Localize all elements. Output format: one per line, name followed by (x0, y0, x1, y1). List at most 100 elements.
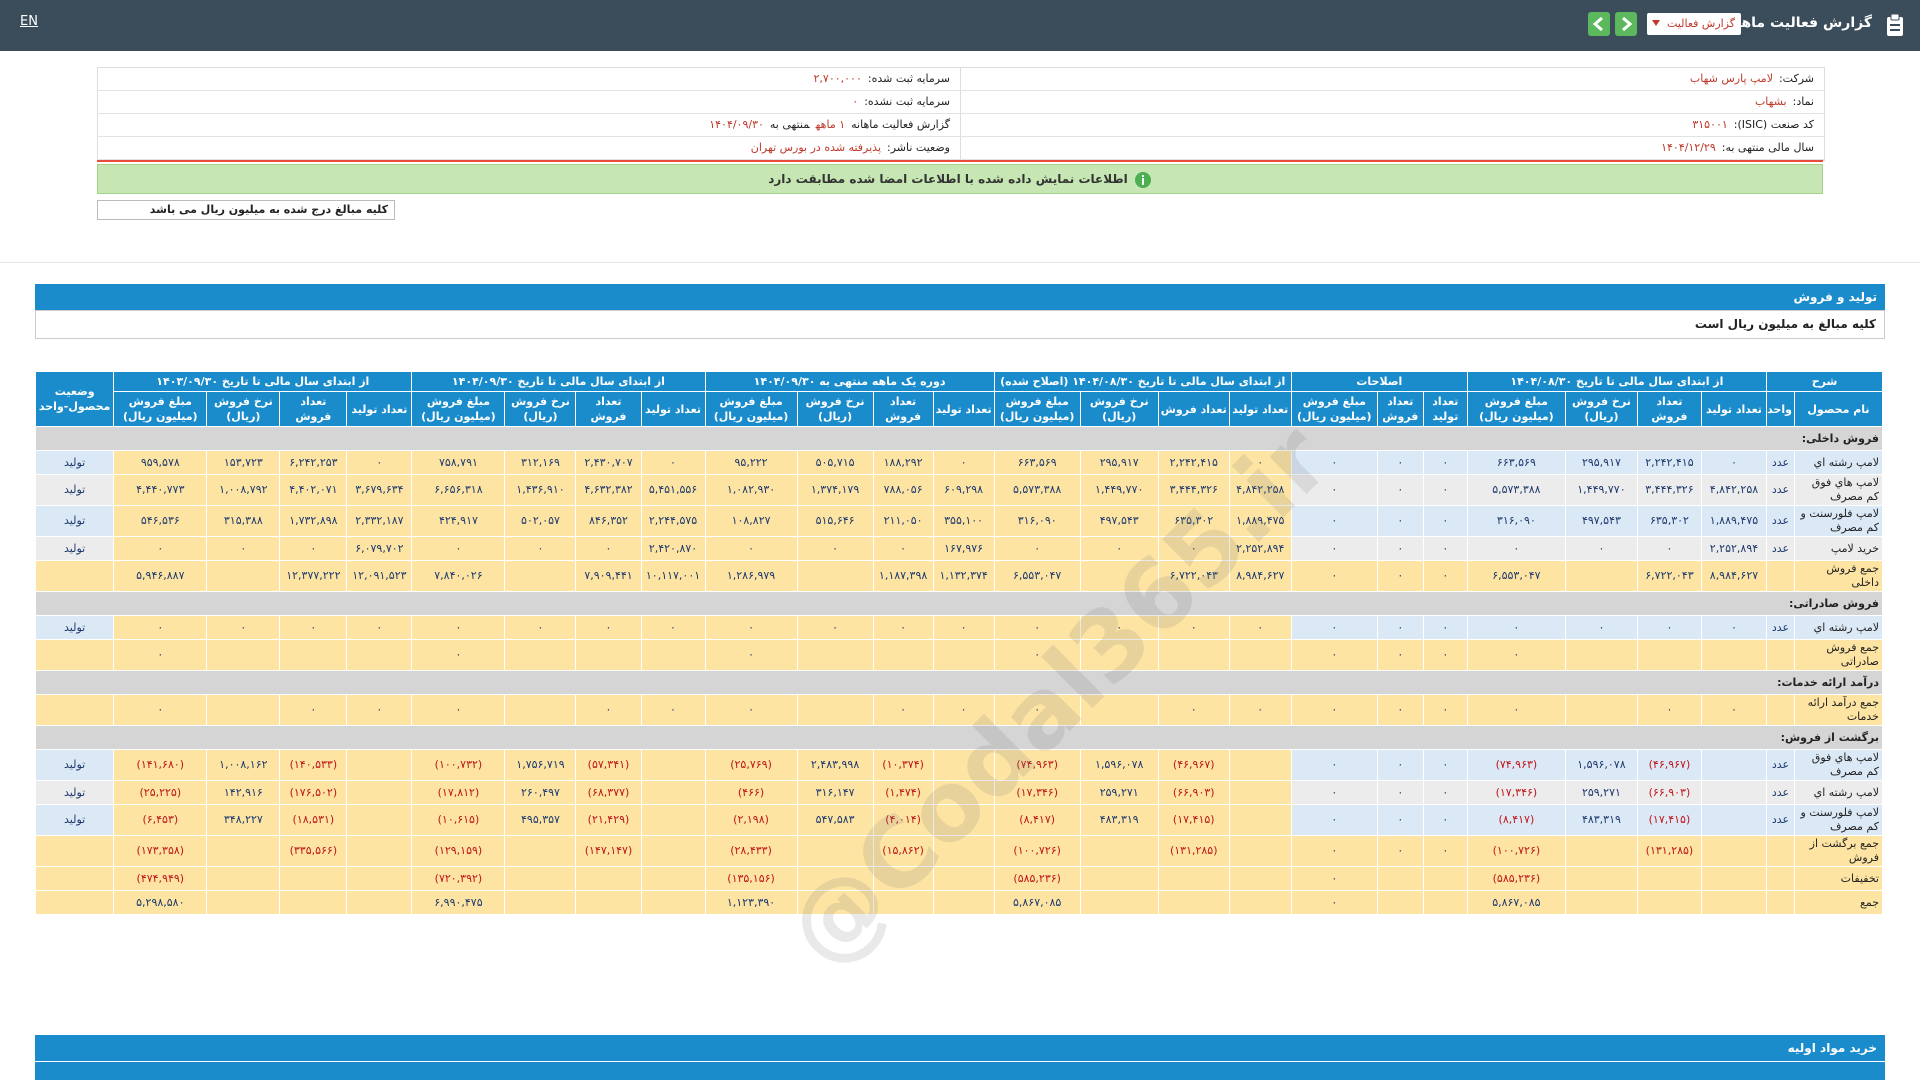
cell: ۰ (705, 616, 797, 640)
cell: ۳,۶۷۹,۶۳۴ (347, 475, 412, 506)
cell (1701, 781, 1766, 805)
cell (1229, 640, 1291, 671)
cell (641, 805, 705, 836)
cell: ۰ (1423, 537, 1467, 561)
cell: (۴۶۶) (705, 781, 797, 805)
cell: ۰ (1565, 537, 1637, 561)
cell: ۶,۲۴۲,۲۵۳ (280, 451, 347, 475)
cell: ۱,۴۴۹,۷۷۰ (1080, 475, 1158, 506)
next-button[interactable] (1615, 12, 1637, 36)
cell: ۰ (1080, 537, 1158, 561)
cell: عدد (1766, 616, 1794, 640)
row-label: لامپ هاي فوق کم مصرف (1794, 475, 1882, 506)
cell: ۰ (873, 537, 933, 561)
cell: ۱,۴۴۹,۷۷۰ (1565, 475, 1637, 506)
top-bar: گزارش فعالیت ماهانه گزارش فعالیت EN (0, 0, 1920, 51)
column-header: نام محصول (1794, 392, 1882, 427)
cell: ۰ (641, 616, 705, 640)
cell: (۱۰۰,۷۳۲) (412, 750, 505, 781)
section-label: درآمد ارائه خدمات: (36, 671, 1883, 695)
page-title: گزارش فعالیت ماهانه (1722, 15, 1872, 31)
column-header: نرخ فروش (ریال) (797, 392, 873, 427)
cell (1229, 867, 1291, 891)
cell: (۷۲۰,۳۹۲) (412, 867, 505, 891)
cell (36, 891, 114, 915)
section-row: درآمد ارائه خدمات: (36, 671, 1883, 695)
cell: (۶۶,۹۰۳) (1158, 781, 1229, 805)
cell: ۰ (1229, 695, 1291, 726)
cell (1158, 891, 1229, 915)
cell: ۱,۷۳۲,۸۹۸ (280, 506, 347, 537)
column-header: مبلغ فروش (میلیون ریال) (1291, 392, 1377, 427)
cell: ۱,۵۹۶,۰۷۸ (1080, 750, 1158, 781)
info-value: پذیرفته شده در بورس تهران (751, 141, 881, 154)
notice: اطلاعات نمایش داده شده با اطلاعات امضا ش… (97, 164, 1823, 194)
cell: (۱۷,۳۴۶) (1467, 781, 1565, 805)
info-value: ۳۱۵۰۰۱ (1692, 118, 1727, 131)
cell (933, 867, 994, 891)
cell: (۴,۰۱۴) (873, 805, 933, 836)
group-header: دوره یک ماهه منتهی به ۱۴۰۴/۰۹/۳۰ (705, 372, 994, 392)
cell: ۰ (1291, 695, 1377, 726)
info-value-b: ۱۴۰۴/۰۹/۳۰ (709, 118, 764, 131)
cell: ۱,۱۳۲,۳۷۴ (933, 561, 994, 592)
cell: ۳,۴۴۴,۳۲۶ (1637, 475, 1701, 506)
cell: تولید (36, 750, 114, 781)
cell: ۰ (1291, 781, 1377, 805)
cell (1701, 867, 1766, 891)
cell: ۲۱۱,۰۵۰ (873, 506, 933, 537)
cell: ۵۴۷,۵۸۳ (797, 805, 873, 836)
previous-button[interactable] (1588, 12, 1610, 36)
table-body: فروش داخلی:لامپ رشته ايعدد۰۲,۲۴۲,۴۱۵۲۹۵,… (36, 427, 1883, 915)
report-select[interactable]: گزارش فعالیت (1647, 13, 1741, 35)
cell: ۰ (1467, 537, 1565, 561)
cell (641, 640, 705, 671)
cell (797, 891, 873, 915)
production-sales-table: شرحاز ابتدای سال مالی تا تاریخ ۱۴۰۴/۰۸/۳… (35, 371, 1883, 915)
cell (873, 891, 933, 915)
cell: (۱۷,۴۱۵) (1637, 805, 1701, 836)
cell: (۱,۴۷۴) (873, 781, 933, 805)
language-switch[interactable]: EN (20, 14, 38, 29)
cell: ۰ (1158, 695, 1229, 726)
cell (1637, 640, 1701, 671)
cell: ۶,۰۷۹,۷۰۲ (347, 537, 412, 561)
info-label: وضعیت ناشر: (887, 141, 950, 154)
info-value: بشهاب (1755, 95, 1787, 108)
cell: ۳۱۶,۱۴۷ (797, 781, 873, 805)
cell: ۲۶۰,۴۹۷ (505, 781, 576, 805)
cell: ۰ (994, 640, 1080, 671)
cell: ۰ (280, 537, 347, 561)
cell: (۱۰۰,۷۲۶) (994, 836, 1080, 867)
cell: ۰ (994, 695, 1080, 726)
cell: ۱۰۸,۸۲۷ (705, 506, 797, 537)
cell: (۱۰,۳۷۴) (873, 750, 933, 781)
cell: ۰ (1291, 867, 1377, 891)
total-row: جمع فروش صادراتی۰۰۰۰۰۰۰۰ (36, 640, 1883, 671)
row-label: لامپ رشته اي (1794, 616, 1882, 640)
cell: ۰ (1637, 695, 1701, 726)
cell: ۶۳۵,۳۰۲ (1158, 506, 1229, 537)
cell (1229, 750, 1291, 781)
cell (207, 836, 280, 867)
group-header: وضعیت محصول-واحد (36, 372, 114, 427)
column-header: تعداد فروش (280, 392, 347, 427)
cell: ۱۲,۰۹۱,۵۲۳ (347, 561, 412, 592)
cell: ۴۹۷,۵۴۳ (1565, 506, 1637, 537)
section-subtitle: کلیه مبالغ به میلیون ریال است (35, 310, 1885, 339)
info-cell: سال مالی منتهی به:۱۴۰۴/۱۲/۲۹ (961, 137, 1824, 159)
cell: ۴۹۷,۵۴۳ (1080, 506, 1158, 537)
column-header: نرخ فروش (ریال) (505, 392, 576, 427)
cell (1377, 867, 1423, 891)
cell: (۵۸۵,۲۳۶) (994, 867, 1080, 891)
cell: ۰ (412, 537, 505, 561)
data-row: لامپ فلورسنت و کم مصرفعدد(۱۷,۴۱۵)۴۸۳,۳۱۹… (36, 805, 1883, 836)
cell: ۵,۲۹۸,۵۸۰ (114, 891, 207, 915)
cell: ۰ (576, 695, 641, 726)
cell: ۷,۹۰۹,۴۴۱ (576, 561, 641, 592)
column-header: تعداد تولید (1701, 392, 1766, 427)
total-row: جمع درآمد ارائه خدمات۰۰۰۰۰۰۰۰۰۰۰۰۰۰۰۰۰۰ (36, 695, 1883, 726)
cell: تولید (36, 451, 114, 475)
cell: (۶,۴۵۳) (114, 805, 207, 836)
column-header: تعداد فروش (1377, 392, 1423, 427)
